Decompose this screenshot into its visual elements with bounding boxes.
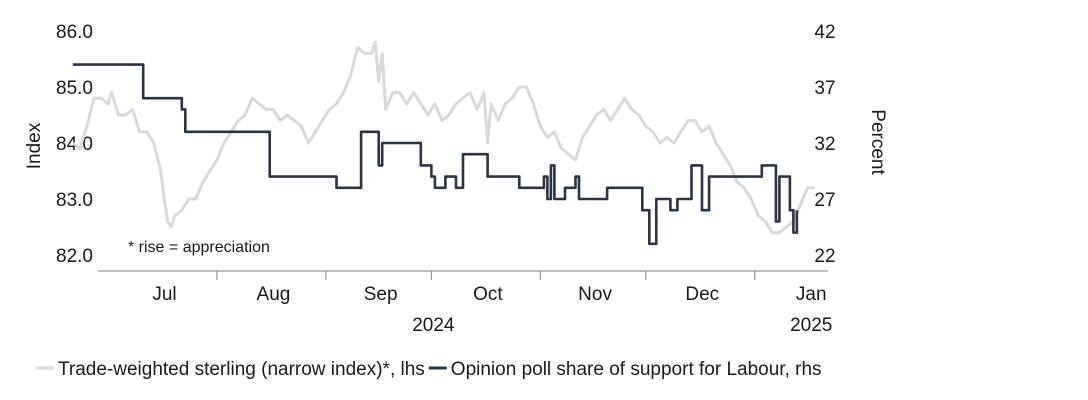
month-labels: Jul Aug Sep Oct Nov Dec Jan — [152, 284, 826, 305]
month-tick-label: Sep — [364, 284, 398, 305]
right-tick-label: 42 — [814, 22, 835, 43]
left-tick-label: 83.0 — [56, 190, 93, 211]
right-axis-ticks: 22 27 32 37 42 — [814, 22, 835, 267]
right-tick-label: 22 — [814, 246, 835, 267]
right-tick-label: 32 — [814, 134, 835, 155]
right-tick-label: 37 — [814, 78, 835, 99]
right-tick-label: 27 — [814, 190, 835, 211]
sterling-series-line — [71, 40, 815, 235]
year-tick-label: 2025 — [790, 315, 832, 336]
month-tick-label: Nov — [578, 284, 612, 305]
series-lines — [71, 40, 815, 246]
month-tick-label: Jul — [152, 284, 176, 305]
month-tick-label: Dec — [685, 284, 719, 305]
legend-label-sterling: Trade-weighted sterling (narrow index)*,… — [58, 359, 425, 380]
labour-poll-series-line — [72, 63, 799, 246]
left-tick-label: 86.0 — [56, 22, 93, 43]
year-tick-label: 2024 — [412, 315, 455, 336]
legend: Trade-weighted sterling (narrow index)*,… — [36, 359, 822, 380]
month-tick-label: Jan — [796, 284, 827, 305]
month-tick-label: Aug — [257, 284, 291, 305]
right-axis-title: Percent — [867, 109, 888, 175]
legend-label-labour: Opinion poll share of support for Labour… — [451, 359, 822, 380]
month-tick-label: Oct — [473, 284, 503, 305]
left-tick-label: 85.0 — [56, 78, 93, 99]
chart-annotation: * rise = appreciation — [128, 239, 270, 256]
year-labels: 2024 2025 — [412, 315, 832, 336]
left-axis-title: Index — [24, 122, 45, 169]
left-tick-label: 82.0 — [56, 246, 93, 267]
month-dividers — [216, 271, 756, 280]
